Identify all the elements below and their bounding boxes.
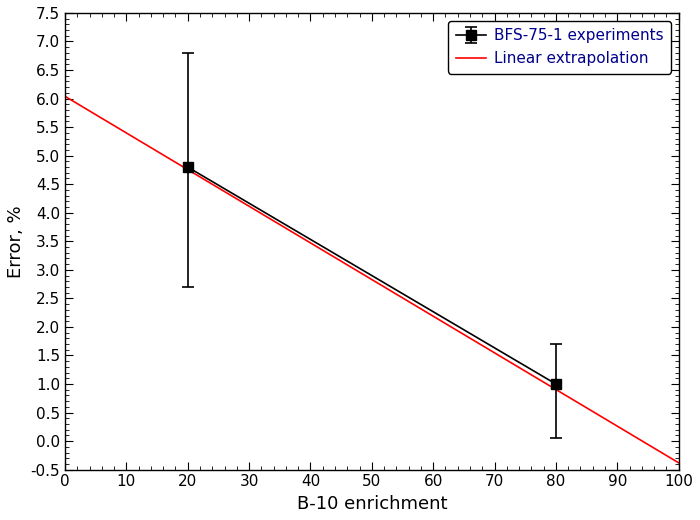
Legend: BFS-75-1 experiments, Linear extrapolation: BFS-75-1 experiments, Linear extrapolati… xyxy=(448,21,671,73)
X-axis label: B-10 enrichment: B-10 enrichment xyxy=(297,495,447,513)
Y-axis label: Error, %: Error, % xyxy=(7,205,25,278)
